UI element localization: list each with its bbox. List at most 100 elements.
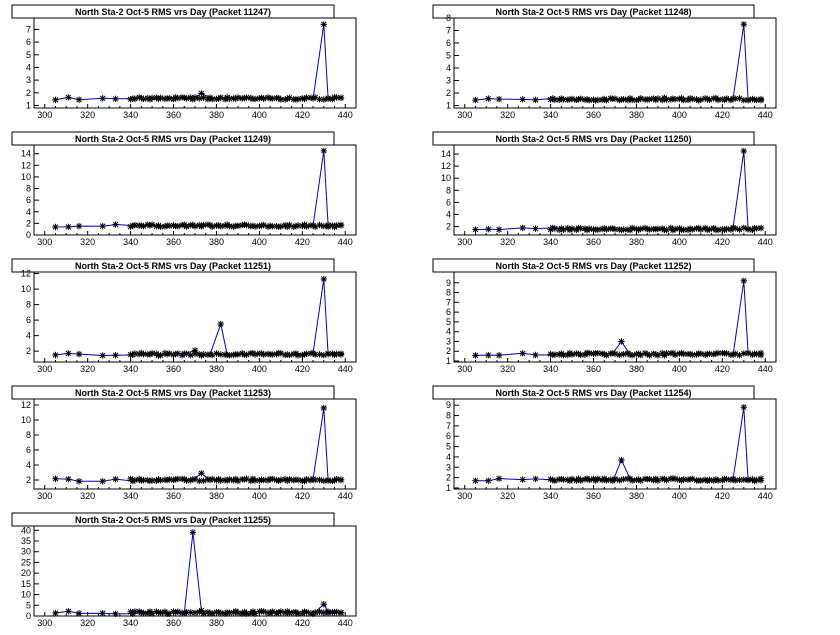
marker-stroke — [685, 351, 691, 357]
data-point-marker — [307, 610, 315, 617]
x-tick-label: 380 — [209, 237, 224, 247]
marker-stroke — [560, 96, 567, 103]
data-point-marker — [727, 476, 735, 484]
data-point-marker — [646, 475, 653, 483]
data-point-marker — [161, 223, 169, 230]
marker-stroke — [620, 351, 627, 357]
data-point-marker — [213, 350, 220, 357]
data-point-marker — [320, 21, 327, 28]
data-point-marker — [495, 95, 503, 103]
y-tick-label: 4 — [26, 207, 31, 217]
data-point-marker — [616, 96, 623, 104]
marker-stroke — [577, 225, 584, 232]
x-tick-label: 360 — [586, 110, 601, 120]
chart-panel: North Sta-2 Oct-5 RMS vrs Day (Packet 11… — [11, 258, 357, 374]
marker-stroke — [472, 477, 479, 484]
plot-frame — [453, 271, 777, 363]
y-tick-label: 7 — [446, 297, 451, 307]
data-point-marker — [183, 223, 190, 230]
data-point-marker — [590, 350, 597, 357]
data-point-marker — [586, 349, 593, 357]
data-point-marker — [560, 476, 567, 483]
marker-stroke — [573, 477, 580, 484]
data-point-marker — [719, 477, 726, 484]
x-tick-label: 320 — [500, 110, 515, 120]
data-point-marker — [112, 610, 119, 618]
data-point-marker — [239, 95, 246, 102]
marker-stroke — [672, 226, 678, 232]
y-tick-label: 12 — [21, 160, 31, 170]
y-tick-label: 8 — [446, 13, 451, 23]
data-point-marker — [196, 95, 203, 102]
marker-stroke — [704, 96, 711, 102]
x-tick-label: 440 — [338, 491, 353, 501]
data-point-marker — [112, 352, 119, 359]
marker-stroke — [625, 476, 631, 482]
data-point-marker — [200, 610, 207, 617]
marker-stroke — [702, 225, 708, 231]
marker-stroke — [616, 477, 623, 483]
x-tick-label: 360 — [166, 491, 181, 501]
data-point-marker — [198, 470, 205, 477]
chart-panel: North Sta-2 Oct-5 RMS vrs Day (Packet 11… — [11, 4, 357, 120]
marker-stroke — [685, 97, 691, 103]
marker-stroke — [252, 351, 258, 358]
x-tick-label: 320 — [80, 491, 95, 501]
marker-stroke — [282, 222, 288, 228]
marker-stroke — [552, 351, 558, 358]
marker-stroke — [200, 222, 207, 228]
marker-stroke — [99, 610, 106, 617]
marker-stroke — [616, 352, 623, 358]
marker-stroke — [582, 476, 588, 483]
marker-stroke — [321, 148, 327, 154]
x-tick-label: 420 — [295, 237, 310, 247]
marker-stroke — [485, 226, 492, 232]
x-tick-label: 340 — [123, 364, 138, 374]
marker-stroke — [183, 609, 190, 615]
marker-stroke — [140, 610, 147, 616]
data-point-marker — [191, 223, 199, 230]
marker-stroke — [162, 609, 168, 615]
marker-stroke — [209, 610, 215, 617]
data-point-marker — [75, 96, 83, 103]
marker-stroke — [256, 608, 263, 615]
data-point-marker — [689, 226, 696, 233]
marker-stroke — [273, 351, 280, 357]
marker-stroke — [230, 223, 237, 230]
marker-stroke — [650, 350, 657, 357]
data-point-marker — [217, 320, 224, 328]
marker-stroke — [338, 477, 344, 483]
x-tick-label: 340 — [123, 110, 138, 120]
data-point-marker — [749, 95, 756, 103]
data-point-marker — [166, 222, 173, 229]
data-point-marker — [277, 476, 285, 484]
data-point-marker — [251, 351, 259, 358]
marker-stroke — [753, 97, 760, 103]
data-point-marker — [273, 350, 280, 358]
marker-stroke — [205, 96, 211, 102]
data-point-marker — [299, 95, 306, 102]
data-point-marker — [594, 226, 602, 233]
data-point-marker — [135, 608, 143, 615]
data-point-marker — [586, 225, 593, 232]
marker-stroke — [732, 477, 738, 484]
marker-stroke — [52, 610, 59, 616]
marker-stroke — [547, 226, 554, 233]
marker-stroke — [179, 610, 185, 616]
data-point-marker — [607, 225, 614, 232]
marker-stroke — [642, 476, 648, 482]
data-point-marker — [221, 96, 229, 103]
marker-stroke — [590, 226, 597, 233]
data-point-marker — [135, 222, 143, 229]
data-point-marker — [217, 609, 224, 617]
data-point-marker — [161, 476, 169, 484]
data-point-marker — [568, 351, 576, 358]
marker-stroke — [170, 608, 177, 615]
y-tick-label: 1 — [26, 100, 31, 110]
data-point-marker — [611, 350, 619, 357]
x-tick-label: 440 — [338, 364, 353, 374]
data-point-marker — [256, 95, 263, 102]
marker-stroke — [333, 476, 340, 482]
marker-stroke — [590, 476, 597, 482]
x-tick-label: 420 — [295, 618, 310, 628]
